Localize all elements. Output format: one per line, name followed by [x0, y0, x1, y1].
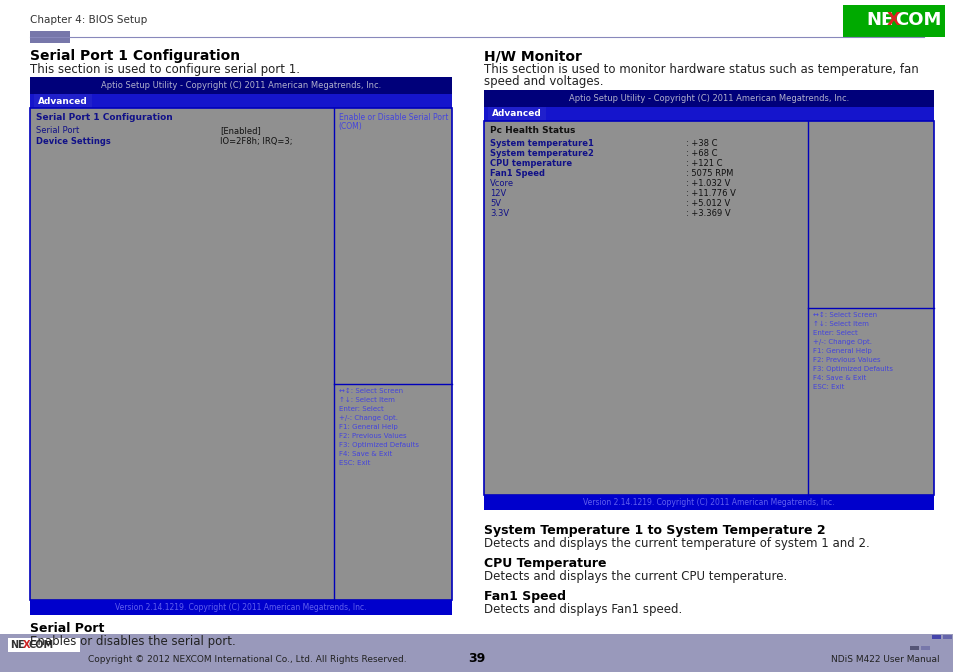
Text: CPU Temperature: CPU Temperature — [483, 557, 606, 570]
Text: Detects and displays the current CPU temperature.: Detects and displays the current CPU tem… — [483, 570, 786, 583]
Text: Device Settings: Device Settings — [36, 137, 111, 146]
Text: Copyright © 2012 NEXCOM International Co., Ltd. All Rights Reserved.: Copyright © 2012 NEXCOM International Co… — [88, 655, 406, 663]
Text: 39: 39 — [468, 653, 485, 665]
Text: Serial Port 1 Configuration: Serial Port 1 Configuration — [36, 113, 172, 122]
Bar — [842, 5, 944, 37]
Text: X: X — [886, 11, 900, 29]
Text: F2: Previous Values: F2: Previous Values — [338, 433, 406, 439]
Text: : +11.776 V: : +11.776 V — [686, 189, 736, 198]
Text: Fan1 Speed: Fan1 Speed — [483, 590, 565, 603]
Text: Serial Port: Serial Port — [36, 126, 79, 135]
Text: 12V: 12V — [490, 189, 506, 198]
Text: Enables or disables the serial port.: Enables or disables the serial port. — [30, 635, 235, 648]
Text: : +68 C: : +68 C — [686, 149, 718, 158]
Text: COM: COM — [29, 640, 54, 650]
Text: Pc Health Status: Pc Health Status — [490, 126, 575, 135]
Text: Vcore: Vcore — [490, 179, 514, 188]
Bar — [30, 77, 452, 94]
Text: (COM): (COM) — [338, 122, 362, 131]
Bar — [483, 121, 933, 495]
Text: F4: Save & Exit: F4: Save & Exit — [812, 375, 865, 381]
Text: NE: NE — [10, 640, 25, 650]
Text: System temperature2: System temperature2 — [490, 149, 594, 158]
Text: ↔↕: Select Screen: ↔↕: Select Screen — [812, 312, 876, 318]
Text: This section is used to configure serial port 1.: This section is used to configure serial… — [30, 63, 299, 76]
Text: : +1.032 V: : +1.032 V — [686, 179, 730, 188]
Text: H/W Monitor: H/W Monitor — [483, 49, 581, 63]
Text: : +5.012 V: : +5.012 V — [686, 199, 730, 208]
Text: Enable or Disable Serial Port: Enable or Disable Serial Port — [338, 113, 448, 122]
Text: NDiS M422 User Manual: NDiS M422 User Manual — [830, 655, 939, 663]
Text: ESC: Exit: ESC: Exit — [338, 460, 370, 466]
Text: Serial Port 1 Configuration: Serial Port 1 Configuration — [30, 49, 240, 63]
Text: NE: NE — [866, 11, 893, 29]
Text: Advanced: Advanced — [38, 97, 88, 106]
Text: IO=2F8h; IRQ=3;: IO=2F8h; IRQ=3; — [220, 137, 292, 146]
Text: X: X — [23, 640, 30, 650]
Text: Version 2.14.1219. Copyright (C) 2011 American Megatrends, Inc.: Version 2.14.1219. Copyright (C) 2011 Am… — [115, 603, 366, 612]
Text: F4: Save & Exit: F4: Save & Exit — [338, 450, 392, 456]
Text: Version 2.14.1219. Copyright (C) 2011 American Megatrends, Inc.: Version 2.14.1219. Copyright (C) 2011 Am… — [582, 498, 834, 507]
Bar — [483, 495, 933, 510]
Text: F1: General Help: F1: General Help — [812, 348, 871, 354]
Text: : 5075 RPM: : 5075 RPM — [686, 169, 733, 178]
Bar — [34, 94, 91, 108]
Text: : +121 C: : +121 C — [686, 159, 722, 168]
Text: System Temperature 1 to System Temperature 2: System Temperature 1 to System Temperatu… — [483, 524, 824, 537]
Text: Detects and displays the current temperature of system 1 and 2.: Detects and displays the current tempera… — [483, 537, 869, 550]
Text: 5V: 5V — [490, 199, 500, 208]
Text: F3: Optimized Defaults: F3: Optimized Defaults — [812, 366, 892, 372]
Bar — [30, 108, 452, 600]
Text: Chapter 4: BIOS Setup: Chapter 4: BIOS Setup — [30, 15, 147, 25]
Bar — [0, 634, 953, 672]
Text: ↔↕: Select Screen: ↔↕: Select Screen — [338, 388, 402, 394]
Bar — [483, 107, 933, 121]
Bar — [30, 94, 452, 108]
Text: ESC: Exit: ESC: Exit — [812, 384, 843, 390]
Bar — [8, 638, 80, 652]
Bar — [909, 646, 918, 650]
Text: : +38 C: : +38 C — [686, 139, 718, 148]
Text: ↑↓: Select Item: ↑↓: Select Item — [812, 321, 868, 327]
Text: CPU temperature: CPU temperature — [490, 159, 572, 168]
Bar — [483, 90, 933, 107]
Text: Aptio Setup Utility - Copyright (C) 2011 American Megatrends, Inc.: Aptio Setup Utility - Copyright (C) 2011… — [101, 81, 381, 90]
Bar — [942, 635, 951, 639]
Text: [Enabled]: [Enabled] — [220, 126, 260, 135]
Text: 3.3V: 3.3V — [490, 209, 509, 218]
Text: +/-: Change Opt.: +/-: Change Opt. — [812, 339, 871, 345]
Text: Advanced: Advanced — [492, 110, 541, 118]
Text: COM: COM — [894, 11, 941, 29]
Text: Serial Port: Serial Port — [30, 622, 104, 635]
Bar — [30, 600, 452, 615]
Text: +/-: Change Opt.: +/-: Change Opt. — [338, 415, 397, 421]
Bar — [931, 635, 940, 639]
Text: Enter: Select: Enter: Select — [812, 330, 857, 336]
Text: Aptio Setup Utility - Copyright (C) 2011 American Megatrends, Inc.: Aptio Setup Utility - Copyright (C) 2011… — [568, 94, 848, 103]
Text: F3: Optimized Defaults: F3: Optimized Defaults — [338, 442, 418, 448]
Text: Enter: Select: Enter: Select — [338, 405, 383, 411]
Text: This section is used to monitor hardware status such as temperature, fan: This section is used to monitor hardware… — [483, 63, 918, 76]
Text: ↑↓: Select Item: ↑↓: Select Item — [338, 396, 395, 403]
Text: Fan1 Speed: Fan1 Speed — [490, 169, 544, 178]
Bar — [920, 646, 929, 650]
Text: F1: General Help: F1: General Help — [338, 423, 397, 429]
Bar — [488, 107, 545, 121]
Text: Detects and displays Fan1 speed.: Detects and displays Fan1 speed. — [483, 603, 681, 616]
Bar — [30, 31, 70, 43]
Text: : +3.369 V: : +3.369 V — [686, 209, 730, 218]
Text: System temperature1: System temperature1 — [490, 139, 594, 148]
Text: speed and voltages.: speed and voltages. — [483, 75, 603, 88]
Text: F2: Previous Values: F2: Previous Values — [812, 357, 880, 363]
